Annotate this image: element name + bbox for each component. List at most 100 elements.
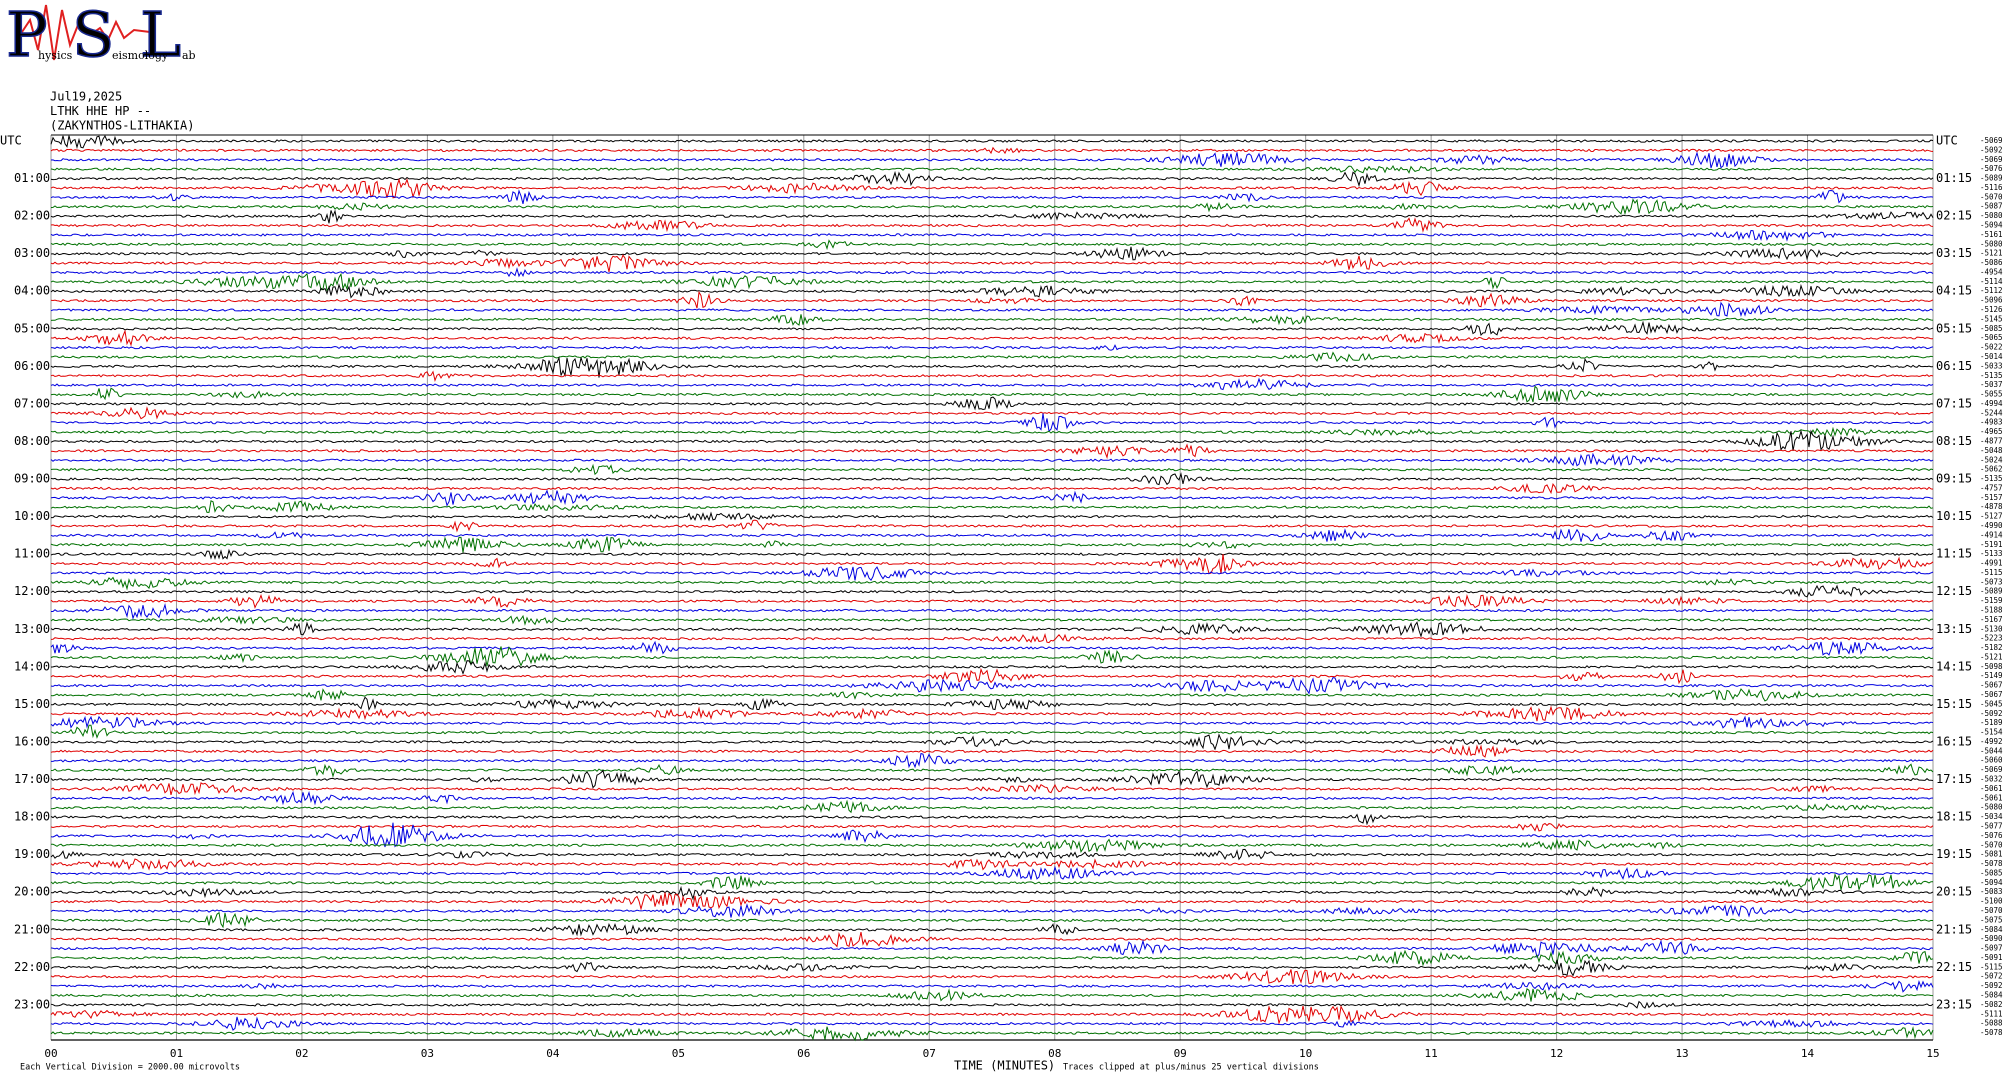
trace (50, 872, 1933, 892)
trace (50, 566, 1934, 582)
trace-offset: -5032 (1980, 775, 2003, 784)
trace-offset: -5135 (1980, 371, 2003, 380)
trace (50, 939, 1934, 959)
left-time-label: 17:00 (14, 772, 50, 786)
trace (50, 640, 1934, 656)
left-time-label: 07:00 (14, 396, 50, 410)
trace-offset: -5077 (1980, 821, 2003, 830)
trace (50, 329, 1933, 347)
trace (50, 290, 1934, 309)
trace-offset: -5115 (1980, 962, 2003, 971)
trace-offset: -4983 (1980, 418, 2003, 427)
trace-offset: -5078 (1980, 859, 2003, 868)
right-time-label: 09:15 (1936, 472, 1972, 486)
trace (50, 1026, 1934, 1042)
trace-offset: -5157 (1980, 493, 2003, 502)
trace (50, 744, 1934, 758)
trace-offset: -5111 (1980, 1009, 2003, 1018)
right-time-label: 15:15 (1936, 697, 1972, 711)
trace-offset: -4992 (1980, 737, 2003, 746)
trace (50, 969, 1934, 985)
trace-offset: -5188 (1980, 606, 2003, 615)
trace-offset: -4878 (1980, 502, 2003, 511)
trace-offset: -5070 (1980, 840, 2003, 849)
trace-offset: -5082 (1980, 1000, 2003, 1009)
trace (50, 189, 1934, 205)
trace-offset: -5081 (1980, 850, 2003, 859)
trace (50, 987, 1934, 1002)
trace-offset: -5189 (1980, 718, 2003, 727)
trace-offset: -5121 (1980, 249, 2003, 258)
trace-offset: -5067 (1980, 681, 2003, 690)
logo-letter: L (140, 0, 181, 71)
trace (50, 1016, 1934, 1031)
trace (50, 377, 1934, 391)
left-time-label: 06:00 (14, 359, 50, 373)
trace-offset: -4991 (1980, 559, 2003, 568)
trace-offset: -5069 (1980, 765, 2003, 774)
trace (50, 696, 1934, 711)
trace-offset: -5182 (1980, 643, 2003, 652)
logo-word: eismology (112, 49, 169, 62)
trace (50, 763, 1934, 778)
x-tick-label: 00 (44, 1047, 57, 1060)
right-time-label: 12:15 (1936, 584, 1972, 598)
right-time-label: 07:15 (1936, 396, 1972, 410)
trace-offset: -5075 (1980, 915, 2003, 924)
trace-offset: -5167 (1980, 615, 2003, 624)
trace (50, 413, 1934, 433)
trace (50, 344, 1934, 351)
left-time-label: 04:00 (14, 284, 50, 298)
left-time-label: 02:00 (14, 209, 50, 223)
trace (50, 646, 1934, 667)
trace-offset: -5112 (1980, 286, 2003, 295)
logo-letter: S (72, 0, 114, 71)
trace-offset: -5094 (1980, 221, 2003, 230)
trace-offset: -5092 (1980, 709, 2003, 718)
trace (50, 164, 1934, 174)
trace (50, 146, 1934, 155)
right-time-label: 01:15 (1936, 171, 1972, 185)
left-time-label: 11:00 (14, 547, 50, 561)
trace (50, 885, 1934, 901)
trace (50, 267, 1934, 278)
x-tick-label: 14 (1801, 1047, 1815, 1060)
trace-offset: -5037 (1980, 380, 2003, 389)
trace (50, 621, 1934, 638)
right-time-label: 16:15 (1936, 734, 1972, 748)
trace (50, 822, 1934, 848)
trace-offset: -5089 (1980, 587, 2003, 596)
trace-offset: -5076 (1980, 831, 2003, 840)
trace-offset: -5061 (1980, 793, 2003, 802)
left-time-label: 18:00 (14, 810, 50, 824)
trace-offset: -5055 (1980, 390, 2003, 399)
trace (50, 769, 1934, 789)
trace-offset: -5089 (1980, 174, 2003, 183)
logo-wiggle (19, 4, 151, 61)
trace (50, 715, 1934, 730)
trace-offset: -5092 (1980, 981, 2003, 990)
right-time-label: 20:15 (1936, 885, 1972, 899)
trace (50, 1000, 1934, 1009)
right-time-label: 14:15 (1936, 659, 1972, 673)
trace (50, 519, 1933, 533)
trace-offset: -5084 (1980, 925, 2003, 934)
footer-right: Traces clipped at plus/minus 25 vertical… (1063, 1063, 1319, 1073)
trace-offset: -4757 (1980, 483, 2003, 492)
trace-offset: -5135 (1980, 474, 2003, 483)
left-time-label: 12:00 (14, 584, 50, 598)
trace (50, 217, 1934, 233)
trace (50, 660, 1934, 675)
right-time-label: 22:15 (1936, 960, 1972, 974)
trace (50, 677, 1934, 695)
trace-offset: -5116 (1980, 183, 2003, 192)
trace (50, 500, 1934, 513)
trace-offset: -5076 (1980, 164, 2003, 173)
trace (50, 536, 1934, 553)
trace (50, 922, 1934, 937)
right-time-label: 23:15 (1936, 997, 1972, 1011)
trace-offset: -5130 (1980, 624, 2003, 633)
trace (50, 548, 1934, 560)
trace-offset: -5159 (1980, 596, 2003, 605)
trace (50, 848, 1934, 861)
